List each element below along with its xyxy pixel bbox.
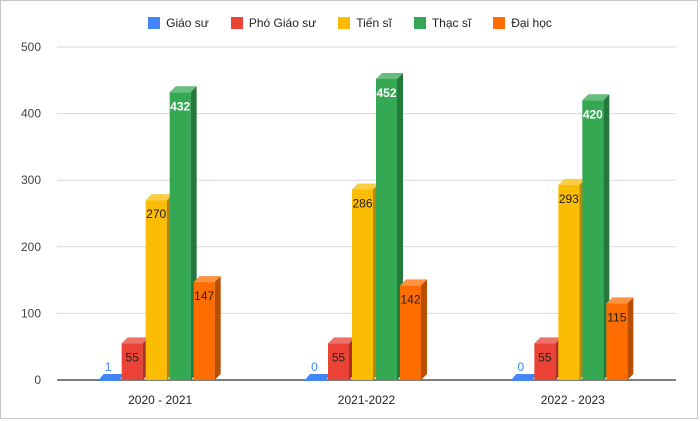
bar-front: [400, 285, 421, 380]
bar: [304, 374, 331, 381]
bar-top: [606, 297, 634, 304]
x-category-label: 2022 - 2023: [541, 393, 605, 407]
data-label: 142: [400, 292, 420, 306]
data-label: 286: [352, 197, 372, 211]
y-tick-label: 300: [21, 173, 41, 187]
data-label: 115: [607, 310, 626, 324]
x-category-label: 2021-2022: [338, 393, 396, 407]
legend-label: Giáo sư: [166, 16, 209, 30]
bar-front: [193, 282, 215, 380]
legend-swatch: [338, 17, 351, 29]
data-label: 293: [559, 192, 579, 206]
legend-label: Thạc sĩ: [431, 16, 472, 30]
legend-label: Đại học: [511, 16, 552, 30]
x-category-label: 2020 - 2021: [128, 393, 192, 407]
data-label: 147: [194, 289, 214, 303]
legend-swatch: [148, 17, 161, 29]
bar-side: [214, 276, 221, 380]
bar: [558, 178, 586, 380]
bar-front: [352, 189, 373, 380]
bar: [400, 279, 427, 380]
bar-top: [328, 337, 355, 344]
legend-item[interactable]: Thạc sĩ: [413, 16, 472, 30]
data-label: 0: [311, 360, 318, 374]
legend-item[interactable]: Phó Giáo sư: [230, 16, 317, 30]
bar-side: [421, 279, 427, 380]
legend-swatch: [413, 17, 426, 29]
bar: [376, 72, 403, 380]
legend-label: Phó Giáo sư: [248, 16, 317, 30]
legend: Giáo sư Phó Giáo sư Tiến sĩ Thạc sĩ Đại học: [0, 13, 700, 33]
bar-front: [558, 184, 580, 380]
bar: [145, 194, 173, 380]
bar: [169, 86, 197, 381]
bar-front: [328, 343, 349, 380]
bar-top: [400, 279, 427, 286]
bar-flat: [304, 374, 331, 381]
bar-top: [352, 183, 379, 190]
data-label: 270: [146, 207, 166, 221]
bar-flat: [97, 374, 125, 381]
bar: [606, 297, 634, 380]
bar: [352, 183, 379, 380]
bar-top: [582, 94, 610, 101]
data-label: 432: [170, 99, 190, 113]
y-tick-label: 0: [34, 373, 41, 387]
bar: [97, 374, 125, 381]
data-label: 420: [583, 107, 603, 121]
legend-item[interactable]: Giáo sư: [148, 16, 209, 30]
data-label: 55: [538, 350, 552, 364]
data-label: 55: [125, 350, 139, 364]
data-label: 452: [376, 86, 396, 100]
bar-top: [193, 276, 221, 283]
bar-top: [145, 194, 173, 201]
data-label: 1: [105, 360, 112, 374]
bar-flat: [510, 374, 538, 381]
bar-front: [376, 78, 397, 380]
bar: [510, 374, 538, 381]
bar-front: [145, 200, 167, 380]
legend-swatch: [230, 17, 243, 29]
bar: [582, 94, 610, 380]
bar-side: [627, 297, 634, 380]
legend-swatch: [493, 17, 506, 29]
bar-top: [169, 86, 197, 93]
bar-top: [121, 337, 149, 344]
y-tick-label: 400: [21, 107, 41, 121]
y-tick-label: 500: [21, 40, 41, 54]
bar: [193, 276, 221, 380]
bar-top: [558, 178, 586, 185]
bar-top: [534, 337, 562, 344]
legend-label: Tiến sĩ: [356, 16, 392, 30]
y-tick-label: 200: [21, 240, 41, 254]
data-label: 0: [517, 360, 524, 374]
y-tick-label: 100: [21, 306, 41, 320]
bar-front: [606, 303, 628, 380]
data-label: 55: [332, 350, 346, 364]
bar-front: [534, 343, 556, 380]
legend-item[interactable]: Đại học: [493, 16, 552, 30]
bar-front: [121, 343, 143, 380]
legend-item[interactable]: Tiến sĩ: [338, 16, 392, 30]
bar-top: [376, 72, 403, 79]
bar-front: [582, 100, 604, 380]
bar-front: [169, 92, 191, 381]
